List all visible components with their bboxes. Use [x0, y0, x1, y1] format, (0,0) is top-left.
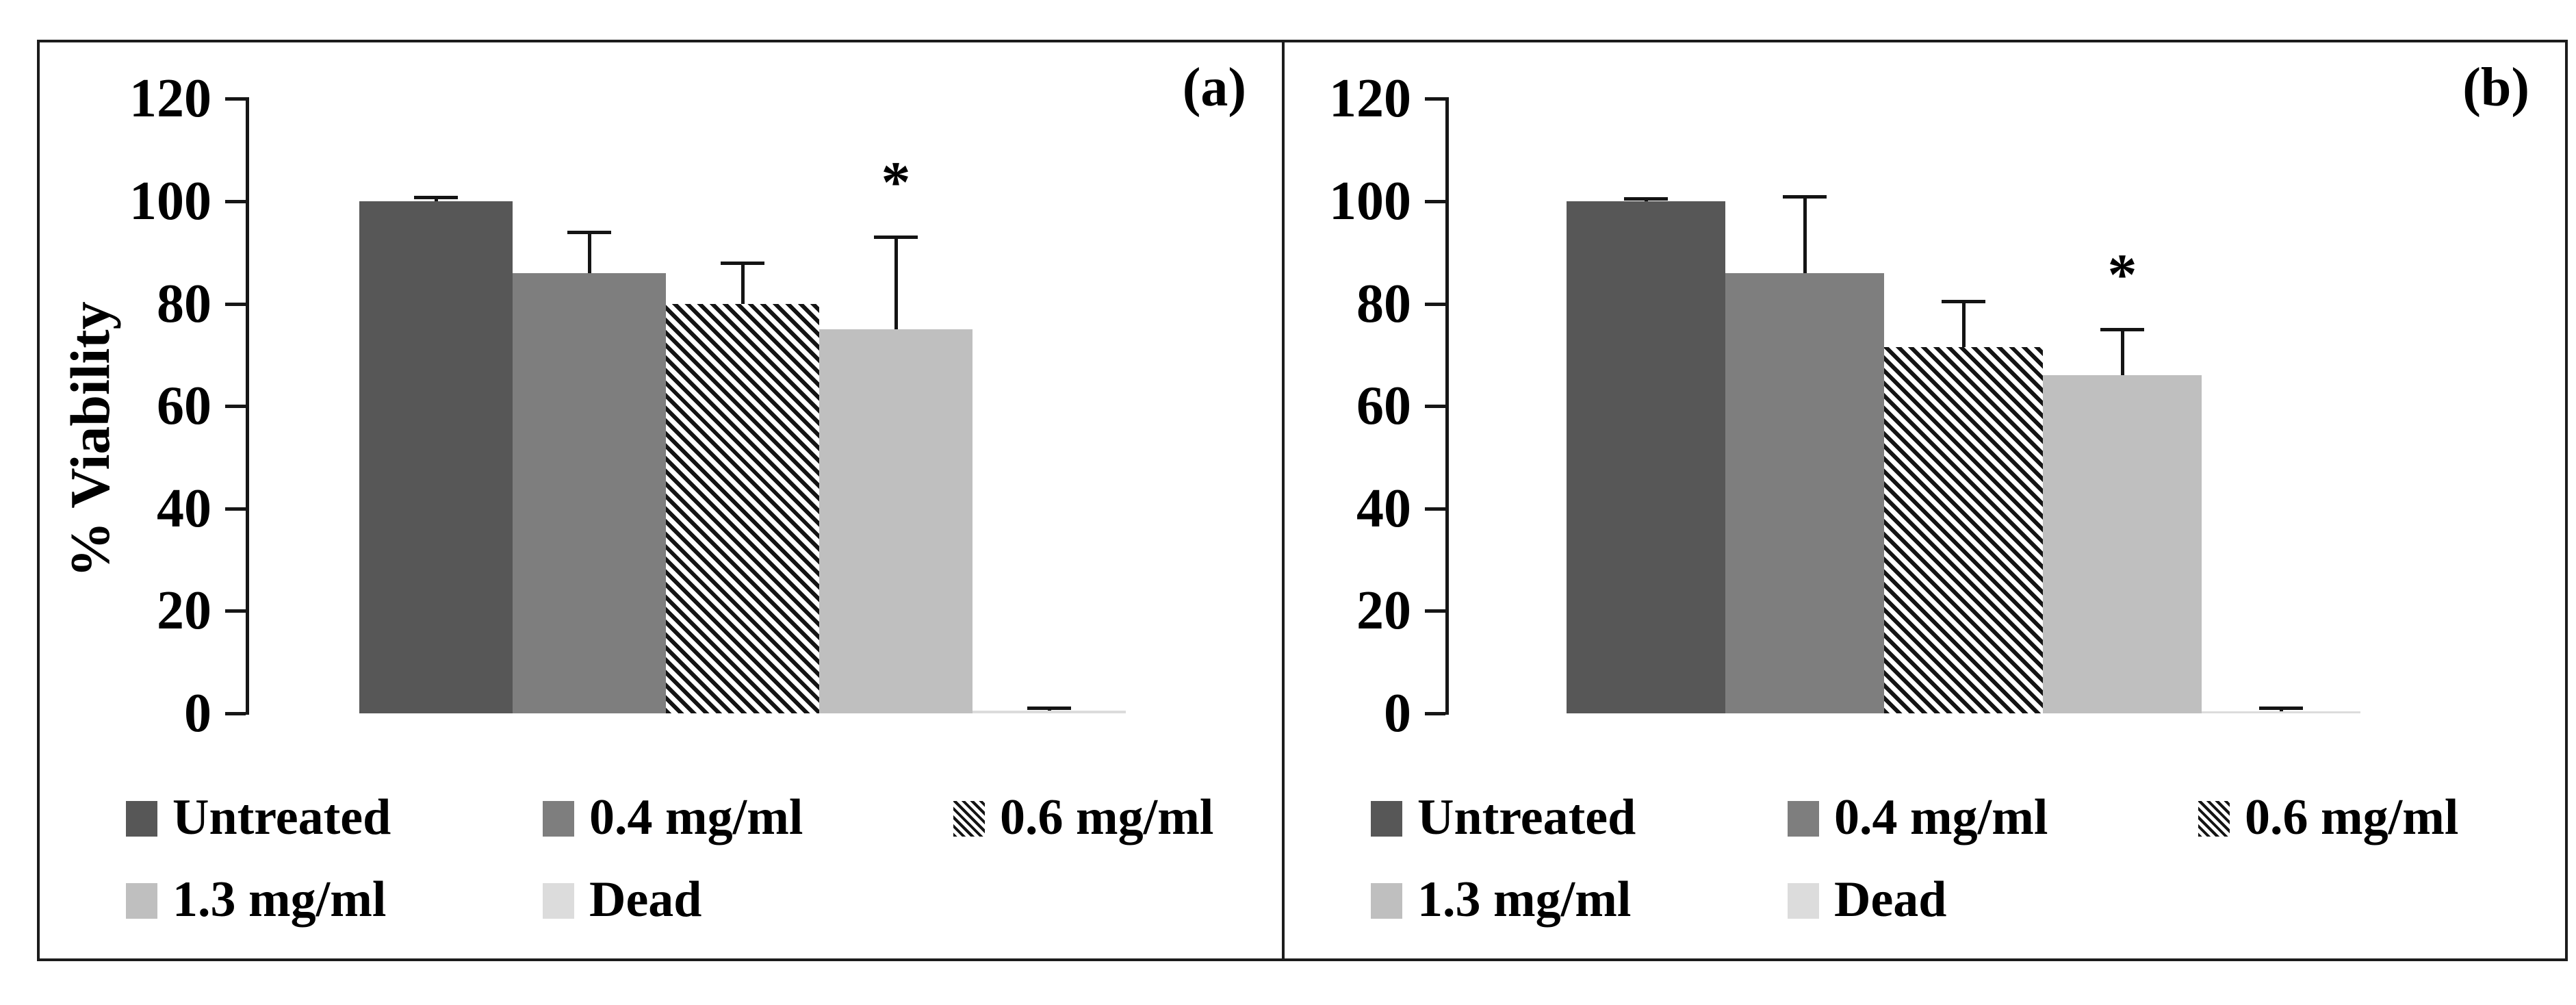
error-bar-0-4-mg-ml: [1803, 196, 1807, 273]
y-tick-label-40: 40: [1356, 478, 1411, 539]
error-bar-1-3-mg-ml: [894, 237, 898, 329]
y-tick-label-120: 120: [1329, 68, 1411, 129]
error-bar-cap-untreated: [414, 196, 458, 200]
y-tick-80: [1425, 302, 1445, 306]
y-tick-label-20: 20: [157, 581, 211, 641]
y-tick-120: [1425, 97, 1445, 101]
y-tick-label-40: 40: [157, 478, 211, 539]
bar-0-6-mg-ml: [666, 303, 819, 713]
y-tick-label-0: 0: [1384, 683, 1411, 743]
legend-swatch-0-6-mg-ml: [2198, 801, 2230, 837]
panel-b: (b) 0 20 40 60 80 100 120 * Untreated 0.4 mg/ml 0…: [1285, 40, 2568, 961]
error-bar-cap-dead: [1027, 706, 1071, 710]
bar-dead: [973, 711, 1126, 713]
legend-label-dead: Dead: [1834, 872, 1947, 928]
error-bar-0-6-mg-ml: [740, 262, 745, 304]
y-tick-100: [225, 200, 246, 203]
legend-swatch-1-3-mg-ml: [1371, 883, 1402, 919]
legend-swatch-dead: [1788, 883, 1819, 919]
bar-untreated: [359, 201, 513, 713]
panel-a-label: (a): [1182, 58, 1246, 118]
bar-0-4-mg-ml: [513, 272, 666, 713]
panel-a: (a) % Viability 0 20 40 60 80 100 120 * Untreat…: [37, 40, 1285, 961]
error-bar-cap-0-4-mg-ml: [1783, 194, 1827, 199]
error-bar-0-4-mg-ml: [587, 231, 591, 273]
y-tick-40: [1425, 507, 1445, 511]
legend-swatch-1-3-mg-ml: [126, 883, 157, 919]
y-tick-40: [225, 507, 246, 511]
bar-untreated: [1567, 201, 1725, 713]
error-bar-cap-untreated: [1624, 196, 1668, 201]
significance-marker-1-3-mg-ml: *: [881, 149, 911, 216]
legend-label-1-3-mg-ml: 1.3 mg/ml: [1417, 872, 1632, 928]
panel-b-label: (b): [2462, 58, 2529, 118]
error-bar-cap-dead: [2259, 706, 2303, 710]
legend-swatch-untreated: [1371, 801, 1402, 837]
y-tick-0: [1425, 712, 1445, 715]
error-bar-1-3-mg-ml: [2120, 329, 2124, 376]
significance-marker-1-3-mg-ml: *: [2107, 242, 2137, 307]
legend-label-0-6-mg-ml: 0.6 mg/ml: [1000, 789, 1214, 845]
legend-label-untreated: Untreated: [1417, 789, 1636, 845]
bar-1-3-mg-ml: [819, 329, 973, 713]
y-tick-label-60: 60: [1356, 376, 1411, 437]
legend-label-dead: Dead: [589, 872, 702, 928]
bar-0-4-mg-ml: [1725, 272, 1884, 713]
legend-swatch-0-4-mg-ml: [543, 801, 574, 837]
y-tick-100: [1425, 200, 1445, 203]
y-tick-120: [225, 97, 246, 101]
legend-label-0-6-mg-ml: 0.6 mg/ml: [2245, 789, 2459, 845]
y-axis-line: [246, 97, 249, 715]
error-bar-0-6-mg-ml: [1961, 301, 1966, 348]
legend-label-untreated: Untreated: [172, 789, 391, 845]
bar-0-6-mg-ml: [1884, 347, 2043, 713]
error-bar-cap-0-6-mg-ml: [1942, 299, 1985, 303]
y-tick-label-120: 120: [129, 68, 211, 129]
y-tick-80: [225, 302, 246, 306]
y-tick-label-0: 0: [184, 683, 211, 743]
y-tick-label-80: 80: [157, 273, 211, 334]
y-axis-line: [1445, 97, 1449, 715]
y-tick-60: [1425, 405, 1445, 409]
legend-swatch-0-6-mg-ml: [953, 801, 985, 837]
error-bar-cap-1-3-mg-ml: [874, 236, 918, 240]
y-tick-60: [225, 405, 246, 409]
error-bar-cap-1-3-mg-ml: [2100, 328, 2144, 331]
error-bar-cap-0-4-mg-ml: [567, 230, 611, 234]
bar-dead: [2202, 711, 2360, 713]
legend-label-0-4-mg-ml: 0.4 mg/ml: [1834, 789, 2048, 845]
legend-swatch-0-4-mg-ml: [1788, 801, 1819, 837]
y-tick-label-20: 20: [1356, 581, 1411, 641]
legend-swatch-dead: [543, 883, 574, 919]
error-bar-cap-0-6-mg-ml: [721, 261, 764, 265]
y-tick-label-60: 60: [157, 376, 211, 437]
legend-label-1-3-mg-ml: 1.3 mg/ml: [172, 872, 387, 928]
bar-1-3-mg-ml: [2043, 375, 2202, 713]
legend-swatch-untreated: [126, 801, 157, 837]
y-tick-label-80: 80: [1356, 273, 1411, 334]
y-tick-20: [1425, 609, 1445, 613]
y-tick-0: [225, 712, 246, 715]
legend-label-0-4-mg-ml: 0.4 mg/ml: [589, 789, 803, 845]
y-tick-label-100: 100: [129, 171, 211, 231]
y-tick-20: [225, 609, 246, 613]
y-tick-label-100: 100: [1329, 171, 1411, 231]
